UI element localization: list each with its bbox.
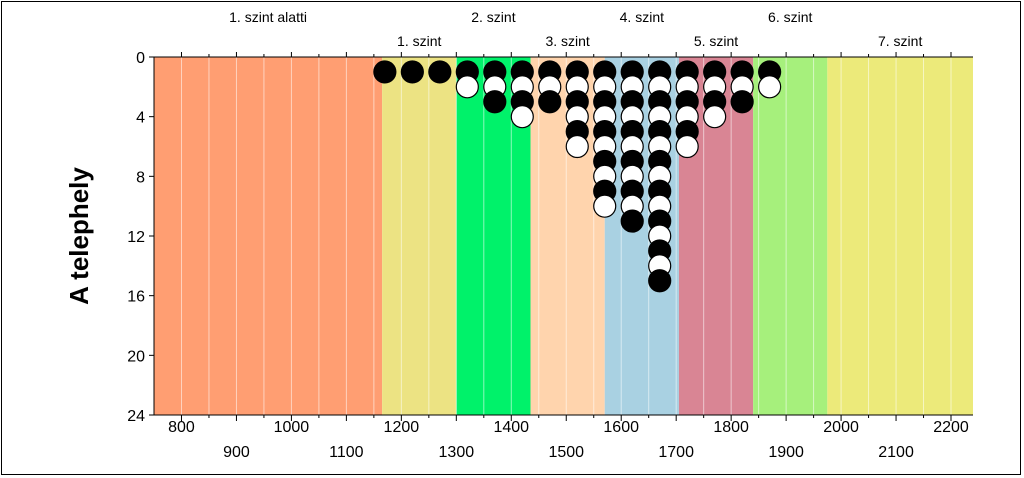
- level-label: 1. szint alatti: [229, 9, 307, 25]
- x-tick-label: 1900: [768, 444, 804, 461]
- x-tick-label: 1300: [439, 444, 475, 461]
- x-tick-label: 2100: [878, 444, 914, 461]
- y-tick-label: 16: [127, 289, 145, 306]
- x-tick-label: 1700: [658, 444, 694, 461]
- y-tick-label: 12: [127, 229, 145, 246]
- level-band-2: [382, 57, 457, 415]
- x-tick-label: 800: [168, 419, 195, 436]
- marker-black: [648, 269, 672, 293]
- marker-black: [373, 60, 397, 84]
- x-tick-label: 1500: [548, 444, 584, 461]
- y-tick-label: 24: [127, 408, 145, 425]
- marker-black: [730, 90, 754, 114]
- x-tick-label: 2000: [823, 419, 859, 436]
- marker-black: [538, 90, 562, 114]
- marker-white: [455, 75, 479, 99]
- level-label: 5. szint: [694, 33, 738, 49]
- marker-black: [428, 60, 452, 84]
- marker-black: [483, 90, 507, 114]
- x-tick-label: 1400: [493, 419, 529, 436]
- x-tick-label: 1100: [329, 444, 364, 461]
- level-label: 1. szint: [397, 33, 441, 49]
- marker-white: [703, 105, 727, 129]
- level-band-8: [827, 57, 973, 415]
- x-tick-label: 1600: [603, 419, 639, 436]
- level-band-1: [154, 57, 383, 415]
- marker-black: [400, 60, 424, 84]
- y-axis-label: A telephely: [64, 167, 94, 305]
- marker-white: [510, 105, 534, 129]
- y-tick-label: 20: [127, 348, 145, 365]
- level-label: 6. szint: [768, 9, 812, 25]
- marker-white: [758, 75, 782, 99]
- marker-white: [593, 194, 617, 218]
- marker-white: [675, 134, 699, 159]
- level-band-7: [753, 57, 828, 415]
- marker-white: [565, 134, 589, 159]
- x-tick-label: 1800: [713, 419, 749, 436]
- level-label: 3. szint: [545, 33, 589, 49]
- x-tick-label: 1200: [384, 419, 420, 436]
- marker-black: [620, 209, 644, 233]
- x-tick-label: 1000: [274, 419, 310, 436]
- level-label: 4. szint: [620, 9, 664, 25]
- y-tick-label: 4: [136, 110, 145, 127]
- x-tick-label: 2200: [933, 419, 969, 436]
- x-tick-label: 900: [223, 444, 250, 461]
- level-label: 2. szint: [471, 9, 515, 25]
- y-tick-label: 8: [136, 169, 145, 186]
- y-tick-label: 0: [136, 50, 145, 67]
- level-label: 7. szint: [878, 33, 922, 49]
